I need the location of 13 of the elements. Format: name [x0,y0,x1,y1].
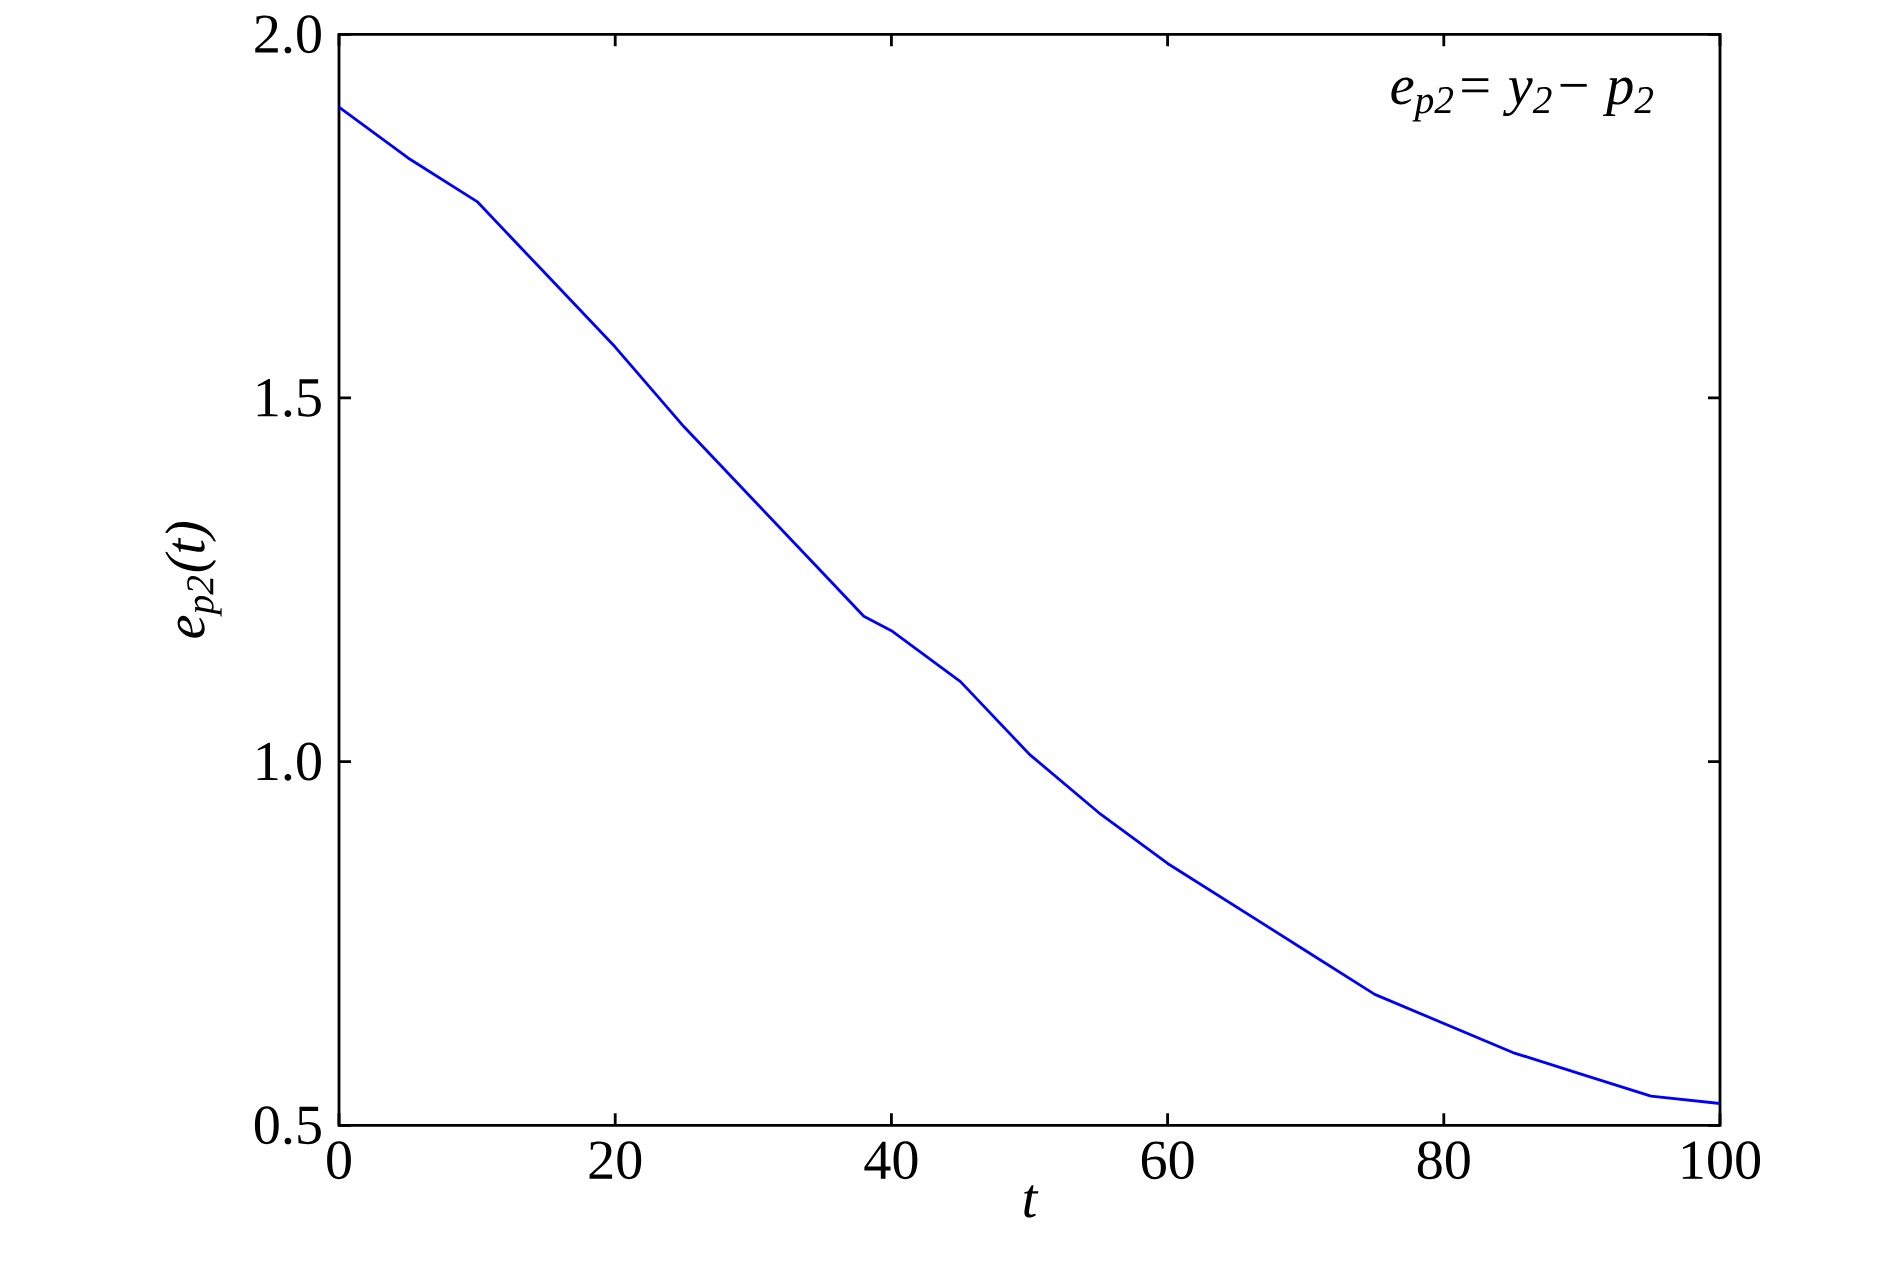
x-tick-label: 0 [327,1141,351,1180]
annotation: e$_{p2}$= y$_{2}$− p$_{2}$ [1391,77,1654,122]
y-tick-label: 0.5 [254,1106,321,1145]
y-tick-label: 1.5 [257,378,321,417]
y-axis-title: e$_{p2}$(t) [165,521,222,638]
y-tick-label: 2.0 [255,15,321,54]
y-tick-label: 1.0 [257,742,321,781]
x-tick-label: 60 [1141,1141,1194,1180]
x-tick-label: 80 [1417,1141,1470,1180]
x-axis-title: t [1024,1185,1039,1218]
x-tick-label: 40 [864,1141,918,1180]
x-tick-label: 20 [589,1141,642,1180]
x-tick-label: 100 [1682,1141,1761,1180]
